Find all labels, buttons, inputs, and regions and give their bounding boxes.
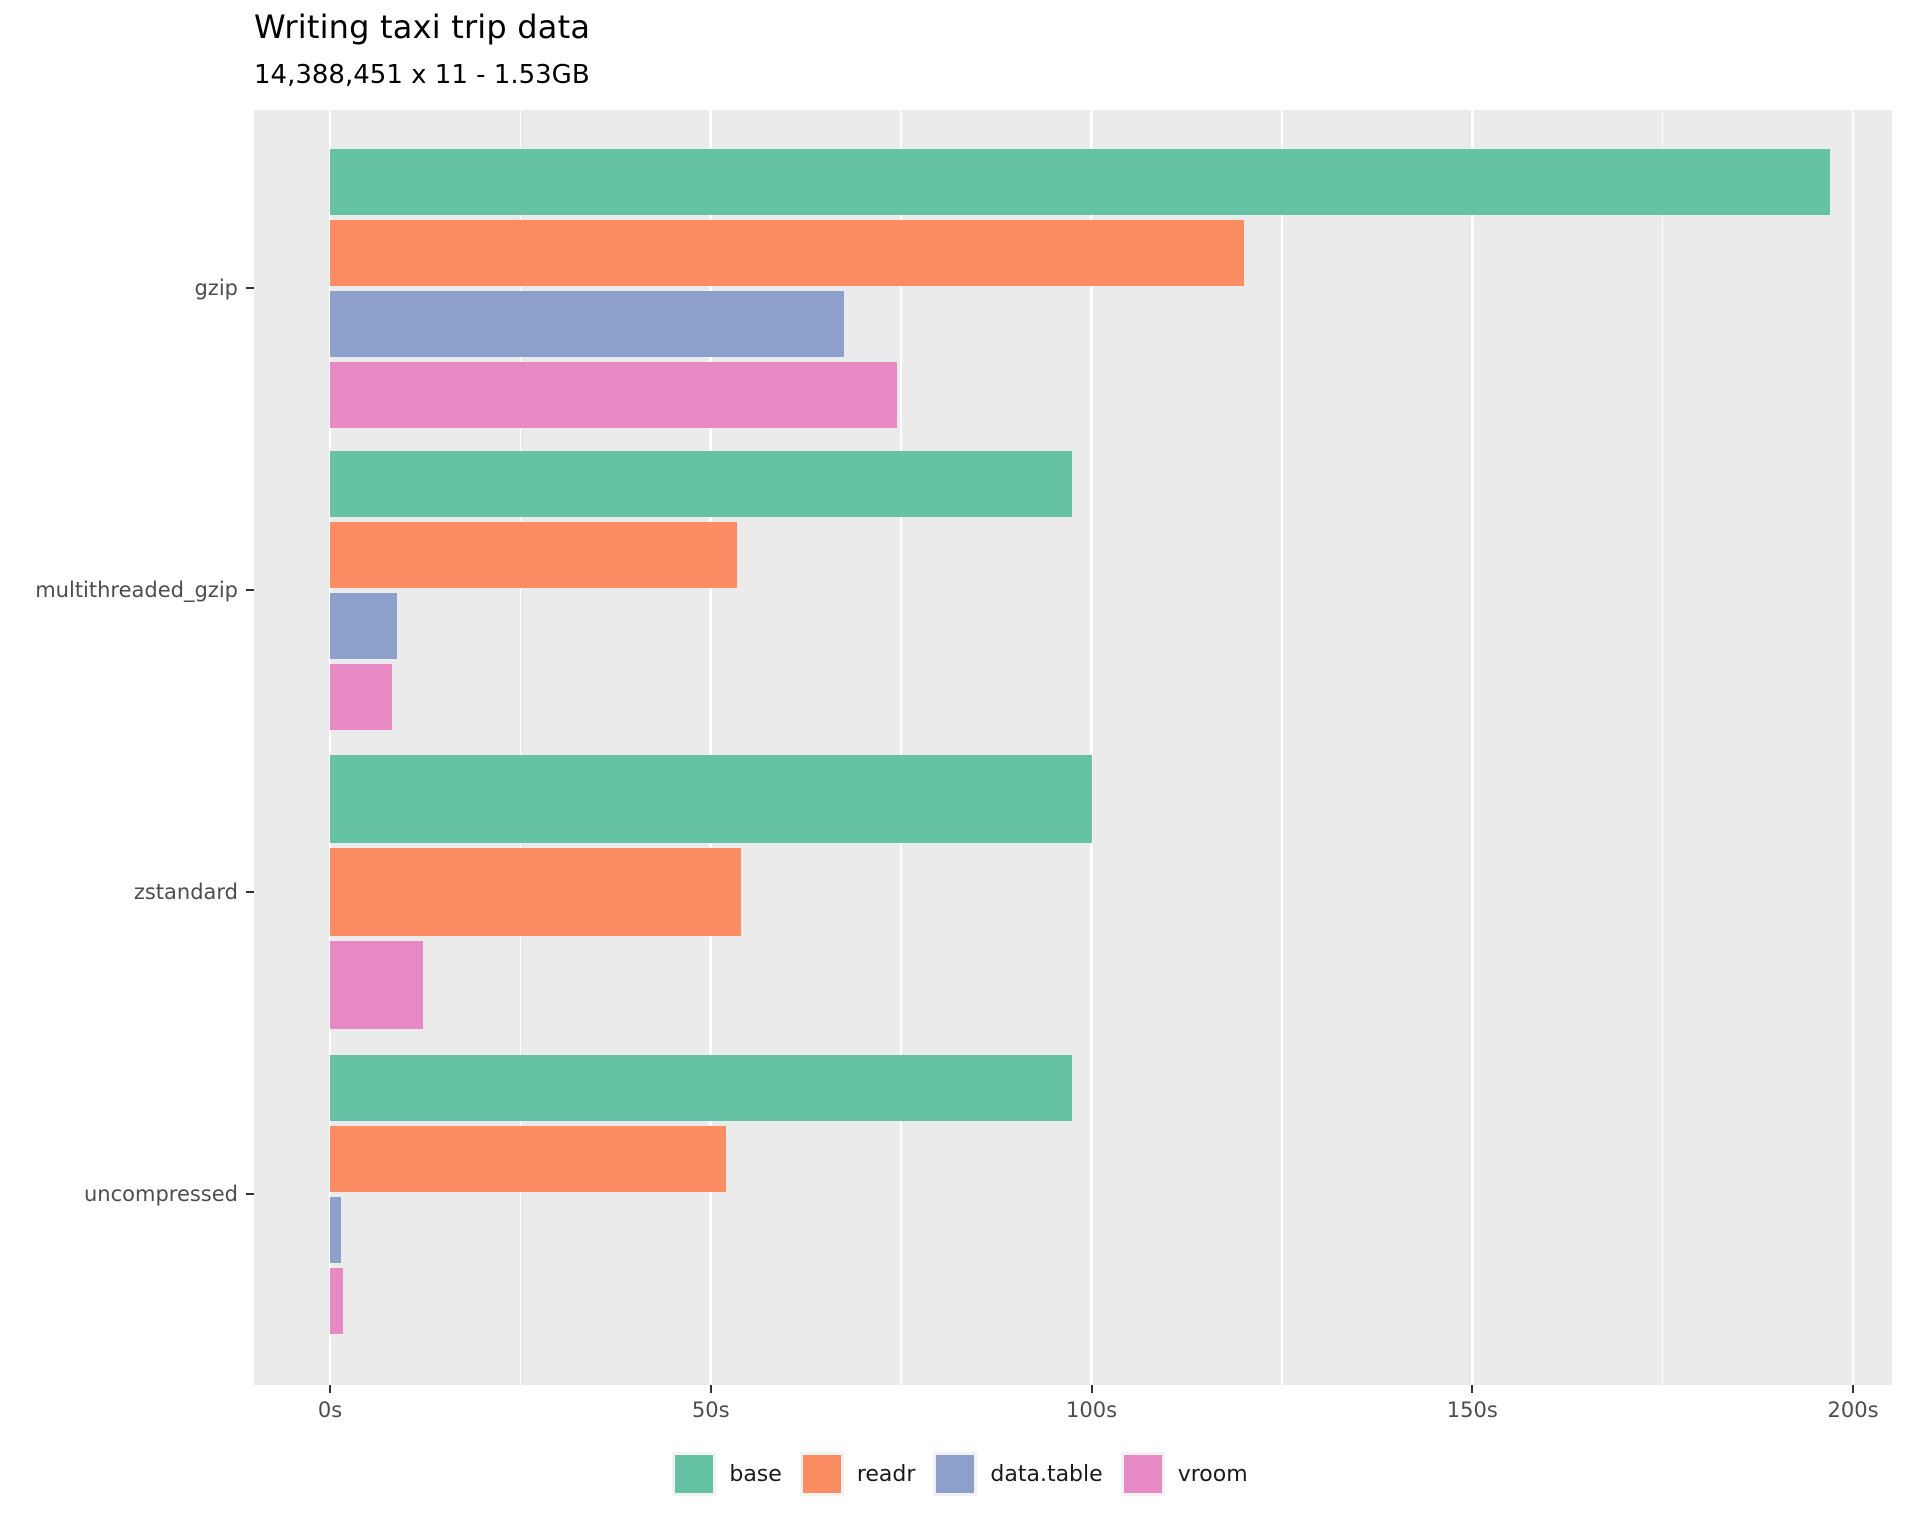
major-gridline-150s xyxy=(1470,110,1474,1385)
x-tick-label-50s: 50s xyxy=(691,1398,730,1422)
x-tick-mark-150s xyxy=(1471,1385,1474,1393)
x-tick-label-100s: 100s xyxy=(1065,1398,1118,1422)
chart-title: Writing taxi trip data xyxy=(254,8,591,46)
y-tick-label-zstandard: zstandard xyxy=(133,880,238,904)
x-tick-label-150s: 150s xyxy=(1446,1398,1498,1422)
chart-subtitle: 14,388,451 x 11 - 1.53GB xyxy=(254,60,590,90)
bar-multithreaded_gzip-base xyxy=(330,450,1073,517)
bar-group-zstandard xyxy=(254,755,1892,1029)
legend-item-base: base xyxy=(672,1452,782,1496)
y-tick-mark-gzip xyxy=(246,287,254,289)
legend-swatch-data.table xyxy=(936,1455,975,1493)
legend-label-data.table: data.table xyxy=(990,1461,1103,1487)
x-tick-label-0s: 0s xyxy=(317,1398,343,1422)
y-tick-mark-multithreaded_gzip xyxy=(246,589,254,591)
bar-uncompressed-base xyxy=(330,1054,1073,1121)
legend-key-data.table xyxy=(933,1452,978,1496)
bar-multithreaded_gzip-data.table xyxy=(330,592,397,659)
major-gridline-100s xyxy=(1090,110,1093,1385)
minor-gridline-25s xyxy=(519,110,522,1385)
legend-key-readr xyxy=(799,1452,844,1496)
legend: base readr data.table vroom xyxy=(0,1452,1920,1496)
legend-label-base: base xyxy=(729,1461,782,1487)
major-gridline-0s xyxy=(328,110,332,1385)
major-gridline-50s xyxy=(709,110,713,1385)
bar-uncompressed-readr xyxy=(330,1125,726,1192)
legend-swatch-base xyxy=(675,1455,714,1493)
x-tick-mark-50s xyxy=(709,1385,712,1393)
minor-gridline-125s xyxy=(1281,110,1283,1385)
bar-group-uncompressed xyxy=(254,1054,1892,1334)
bar-zstandard-base xyxy=(330,755,1092,843)
y-tick-mark-zstandard xyxy=(246,891,254,893)
x-tick-mark-200s xyxy=(1852,1385,1854,1393)
x-tick-mark-100s xyxy=(1090,1385,1093,1393)
major-gridline-200s xyxy=(1851,110,1855,1385)
legend-swatch-readr xyxy=(802,1455,841,1493)
y-tick-label-multithreaded_gzip: multithreaded_gzip xyxy=(35,578,238,602)
y-tick-label-gzip: gzip xyxy=(194,276,238,300)
minor-gridline-175s xyxy=(1661,110,1664,1385)
bar-multithreaded_gzip-readr xyxy=(330,521,738,588)
legend-swatch-vroom xyxy=(1123,1455,1162,1493)
legend-label-vroom: vroom xyxy=(1177,1461,1248,1487)
legend-key-base xyxy=(672,1452,717,1496)
bar-uncompressed-data.table xyxy=(330,1196,342,1263)
bar-gzip-readr xyxy=(330,219,1244,286)
bar-group-multithreaded_gzip xyxy=(254,450,1892,730)
bar-gzip-vroom xyxy=(330,361,898,428)
bar-gzip-base xyxy=(330,148,1831,215)
bar-group-gzip xyxy=(254,148,1892,428)
x-tick-mark-0s xyxy=(329,1385,331,1393)
x-tick-label-200s: 200s xyxy=(1827,1398,1879,1422)
minor-gridline-75s xyxy=(900,110,902,1385)
y-tick-mark-uncompressed xyxy=(246,1193,254,1195)
legend-key-vroom xyxy=(1120,1452,1165,1496)
plot-panel xyxy=(254,110,1892,1385)
y-tick-label-uncompressed: uncompressed xyxy=(83,1182,238,1206)
legend-label-readr: readr xyxy=(856,1461,916,1487)
bar-multithreaded_gzip-vroom xyxy=(330,663,393,730)
bar-uncompressed-vroom xyxy=(330,1267,343,1334)
bar-zstandard-vroom xyxy=(330,941,423,1029)
bar-gzip-data.table xyxy=(330,290,844,357)
legend-item-readr: readr xyxy=(799,1452,916,1496)
bar-zstandard-readr xyxy=(330,848,742,936)
legend-item-data.table: data.table xyxy=(933,1452,1103,1496)
legend-item-vroom: vroom xyxy=(1120,1452,1248,1496)
